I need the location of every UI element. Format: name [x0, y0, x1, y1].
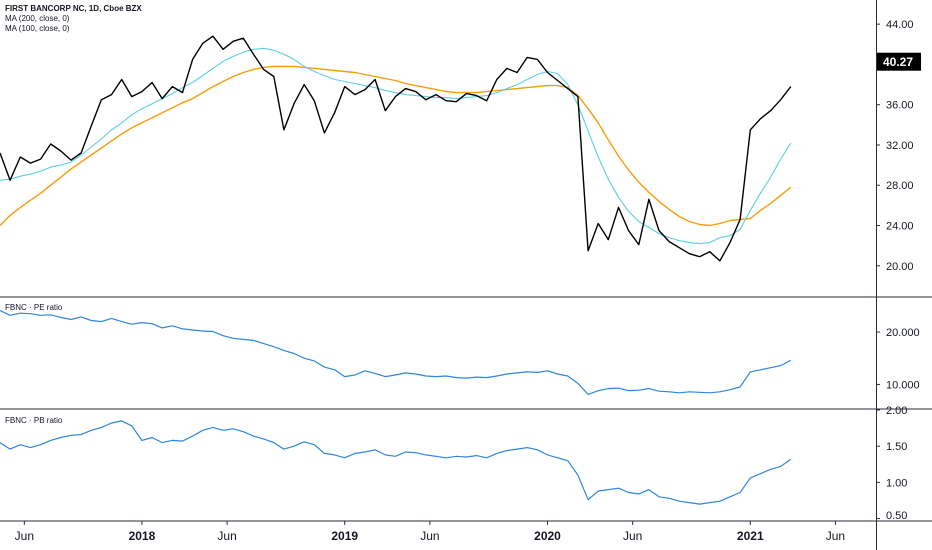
pe-panel-label: FBNC · PE ratio [5, 303, 63, 312]
time-tick-label: 2018 [129, 529, 156, 543]
time-tick-label: 2021 [737, 529, 764, 543]
time-tick-label: 2019 [331, 529, 358, 543]
price-line [0, 35, 792, 262]
pb-tick-label: 1.50 [886, 441, 907, 453]
time-tick-label: 2020 [534, 529, 561, 543]
ma100-line [0, 47, 792, 245]
pe-tick-label: 20.000 [886, 327, 920, 339]
price-tick-label: 24.00 [886, 221, 914, 233]
chart-legend: FIRST BANCORP NC, 1D, Cboe BZX MA (200, … [5, 4, 142, 34]
ma100-label: MA (100, close, 0) [5, 24, 70, 33]
price-tick-label: 44.00 [886, 19, 914, 31]
time-tick-label: Jun [826, 529, 845, 543]
time-tick-label: Jun [217, 529, 236, 543]
time-tick-label: Jun [420, 529, 439, 543]
pe-ratio-line [0, 310, 792, 395]
price-tick-label: 36.00 [886, 100, 914, 112]
pb-tick-label: 1.00 [886, 477, 907, 489]
symbol-label: FIRST BANCORP NC, 1D, Cboe BZX [5, 4, 142, 13]
last-price-value: 40.27 [883, 55, 913, 69]
pe-tick-label: 10.000 [886, 379, 920, 391]
time-tick-label: Jun [15, 529, 34, 543]
price-tick-label: 20.00 [886, 261, 914, 273]
price-tick-label: 28.00 [886, 180, 914, 192]
pb-panel-label: FBNC · PB ratio [5, 416, 63, 425]
pb-ratio-line [0, 420, 792, 505]
ma200-line [0, 65, 792, 227]
pb-tick-label: 2.00 [886, 405, 907, 417]
ma200-label: MA (200, close, 0) [5, 14, 70, 23]
time-tick-label: Jun [623, 529, 642, 543]
last-price-badge [877, 52, 921, 71]
price-tick-label: 32.00 [886, 140, 914, 152]
pb-tick-label: 0.50 [886, 510, 907, 522]
